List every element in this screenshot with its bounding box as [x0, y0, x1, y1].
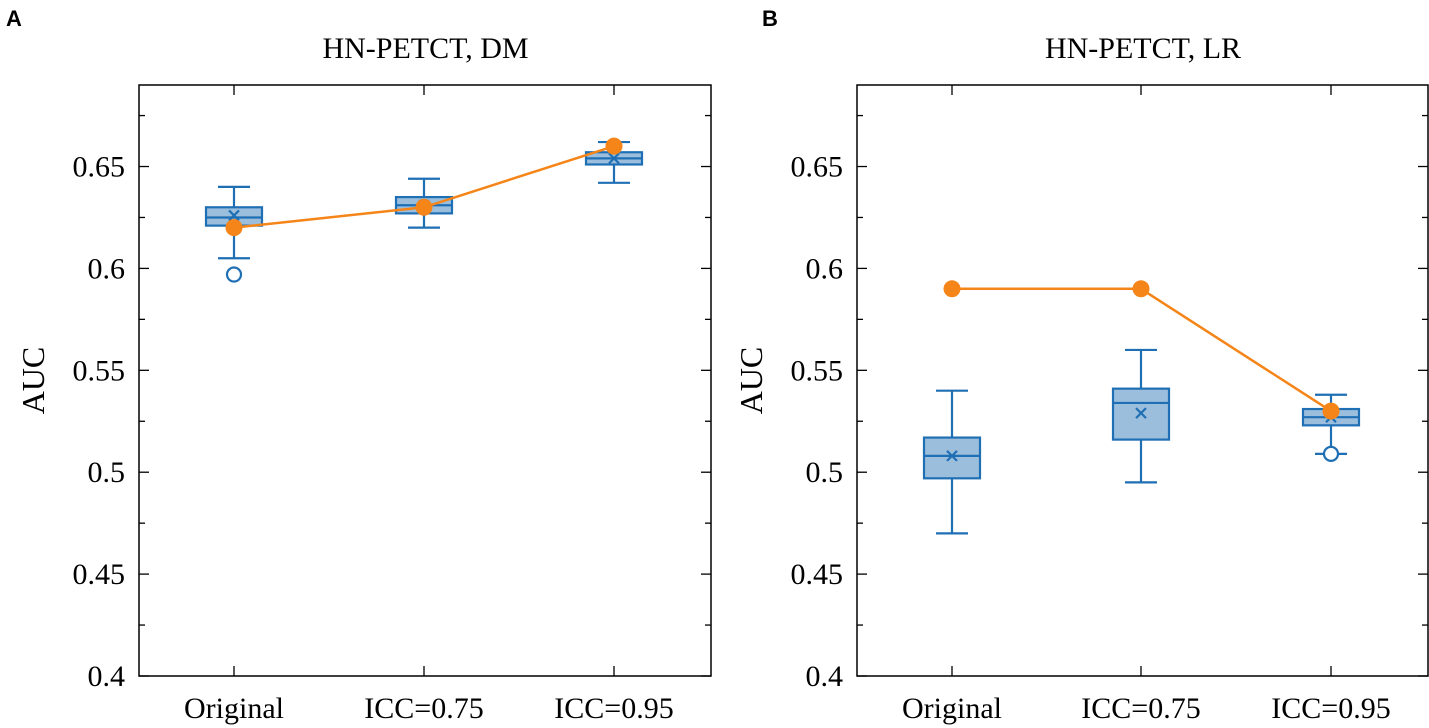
y-tick-label: 0.6 [806, 252, 844, 285]
mean-marker [1135, 407, 1147, 419]
reference-point [1322, 402, 1340, 420]
y-tick-label: 0.45 [73, 558, 126, 591]
plot-frame [138, 84, 712, 677]
y-tick-label: 0.55 [73, 354, 126, 387]
x-tick-label: ICC=0.95 [554, 692, 673, 725]
y-tick-label: 0.4 [806, 660, 844, 693]
x-tick-label: ICC=0.75 [1081, 692, 1200, 725]
chart-title: HN-PETCT, LR [1045, 32, 1241, 65]
outlier-point [1322, 445, 1340, 462]
y-tick-label: 0.5 [806, 456, 844, 489]
y-tick-label: 0.55 [791, 354, 844, 387]
y-tick-label: 0.65 [791, 151, 844, 184]
reference-point [225, 219, 243, 237]
outlier-point [225, 266, 243, 283]
plot-frame [856, 84, 1429, 677]
y-tick-label: 0.65 [73, 151, 126, 184]
y-tick-label: 0.4 [88, 660, 126, 693]
box-3 [1301, 393, 1361, 462]
panel-letter: A [6, 6, 22, 31]
box-iqr [922, 436, 982, 480]
panel-a: A HN-PETCT, DM 0.4 0.45 0.5 0.55 0.6 0.65 Origin… [6, 6, 712, 725]
box-1 [922, 389, 982, 535]
y-tick-label: 0.5 [88, 456, 126, 489]
panel-b: B HN-PETCT, LR 0.4 0.45 0.5 0.55 0.6 0.65 Origin… [733, 6, 1429, 725]
y-tick-label: 0.6 [88, 252, 126, 285]
mean-marker [946, 450, 958, 462]
panel-letter: B [762, 6, 778, 31]
mean-marker [608, 152, 620, 165]
y-tick-label: 0.45 [791, 558, 844, 591]
y-axis-label: AUC [733, 347, 769, 415]
x-tick-label: Original [902, 692, 1002, 725]
reference-point [943, 280, 961, 298]
box-1 [204, 185, 264, 283]
reference-point [1132, 280, 1150, 298]
mean-marker [228, 209, 240, 222]
x-tick-label: ICC=0.95 [1271, 692, 1390, 725]
y-axis-label: AUC [15, 347, 51, 415]
x-tick-label: ICC=0.75 [364, 692, 483, 725]
box-2 [1111, 348, 1171, 484]
chart-title: HN-PETCT, DM [322, 32, 528, 65]
x-tick-label: Original [184, 692, 284, 725]
reference-point [415, 198, 433, 216]
reference-point [605, 137, 623, 155]
